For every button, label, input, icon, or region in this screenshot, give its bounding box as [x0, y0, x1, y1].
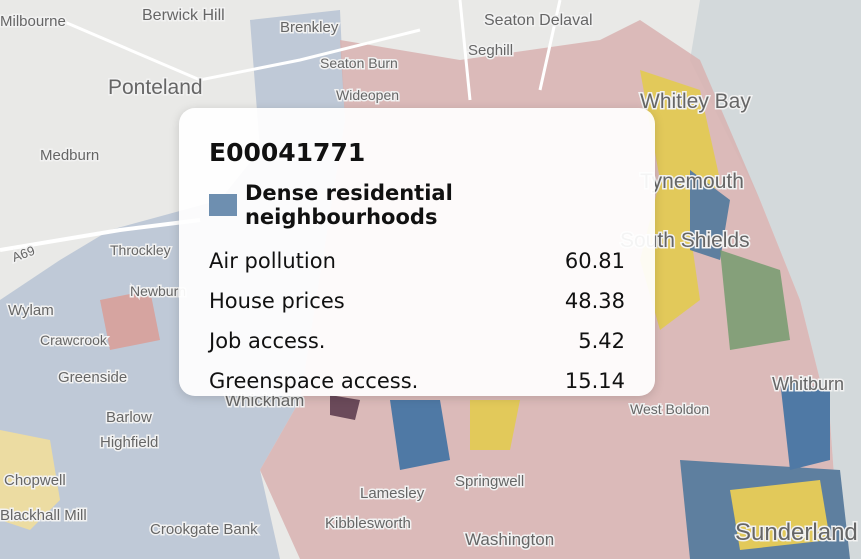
- place-label: Springwell: [455, 473, 524, 490]
- row-label: Air pollution: [209, 249, 336, 273]
- region-yellow: [0, 430, 60, 530]
- region-yellow: [640, 70, 720, 330]
- place-label: Milbourne: [0, 13, 66, 30]
- place-label: Seaton Burn: [320, 55, 398, 71]
- region-green: [720, 250, 790, 350]
- place-label: Throckley: [110, 242, 171, 258]
- row-value: 15.14: [564, 369, 625, 393]
- row-label: Greenspace access.: [209, 369, 419, 393]
- tooltip-row: House prices 48.38: [209, 281, 625, 321]
- place-label: Blackhall Mill: [0, 507, 87, 524]
- row-value: 48.38: [564, 289, 625, 313]
- place-label: Medburn: [40, 147, 99, 164]
- region-darkblue: [690, 170, 730, 260]
- place-label: Barlow: [106, 409, 152, 426]
- place-label: Wideopen: [336, 87, 399, 103]
- region-purple: [330, 395, 360, 420]
- row-label: Job access.: [209, 329, 326, 353]
- place-label: Wylam: [8, 302, 54, 319]
- region-yellow: [730, 480, 830, 550]
- region-darkblue: [390, 400, 450, 470]
- place-label: West Boldon: [630, 401, 709, 417]
- place-label: Berwick Hill: [142, 7, 225, 24]
- place-label: Whitley Bay: [640, 90, 751, 113]
- tooltip-category: Dense residential neighbourhoods: [209, 181, 625, 229]
- category-swatch: [209, 194, 237, 216]
- place-label: Highfield: [100, 434, 158, 451]
- road: [59, 18, 421, 82]
- place-label: Washington: [465, 530, 554, 549]
- row-label: House prices: [209, 289, 345, 313]
- place-label: Brenkley: [280, 19, 339, 36]
- row-value: 60.81: [564, 249, 625, 273]
- place-label: Greenside: [58, 369, 127, 386]
- place-label: Ponteland: [108, 76, 203, 99]
- category-label: Dense residential neighbourhoods: [244, 181, 453, 229]
- place-label: Chopwell: [4, 472, 66, 489]
- place-label: Lamesley: [360, 485, 425, 502]
- place-label: Sunderland: [735, 519, 858, 546]
- region-yellow: [470, 400, 520, 450]
- tooltip-row: Greenspace access. 15.14: [209, 361, 625, 401]
- road: [0, 218, 201, 252]
- place-label: Crawcrook: [40, 332, 108, 348]
- place-label: Newburn: [130, 283, 186, 299]
- road: [458, 0, 562, 101]
- tooltip: E00041771 Dense residential neighbourhoo…: [179, 108, 655, 396]
- region-blue: [0, 10, 345, 559]
- tooltip-code: E00041771: [209, 138, 366, 167]
- place-label: Seaton Delaval: [484, 12, 593, 29]
- place-label: Seghill: [468, 42, 513, 59]
- tooltip-row: Air pollution 60.81: [209, 241, 625, 281]
- place-label: Crookgate Bank: [150, 521, 258, 538]
- tooltip-row: Job access. 5.42: [209, 321, 625, 361]
- region-red: [100, 290, 160, 350]
- place-label: Tynemouth: [640, 170, 744, 193]
- place-label: Kibblesworth: [325, 515, 411, 532]
- place-label: Whitburn: [772, 374, 844, 394]
- tooltip-rows: Air pollution 60.81 House prices 48.38 Job a…: [209, 241, 625, 401]
- region-darkblue: [780, 380, 830, 470]
- row-value: 5.42: [578, 329, 625, 353]
